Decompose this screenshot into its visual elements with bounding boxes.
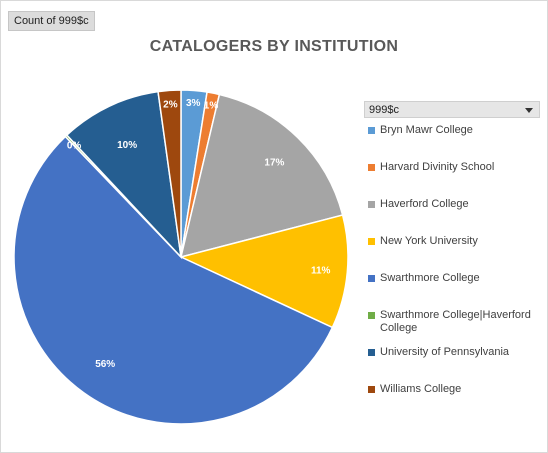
pie-data-label: 2%: [163, 100, 178, 111]
legend-label: Harvard Divinity School: [380, 161, 495, 173]
pie-data-label: 1%: [204, 101, 219, 112]
pie-slice[interactable]: [65, 90, 183, 260]
legend-swatch: [368, 386, 375, 393]
legend-item[interactable]: University of Pennsylvania: [368, 346, 548, 359]
pie-slice[interactable]: [157, 89, 182, 258]
pie-slice[interactable]: [178, 214, 349, 329]
pie-slices: [13, 89, 349, 425]
legend-label: New York University: [380, 235, 478, 247]
legend-swatch: [368, 201, 375, 208]
legend-item[interactable]: New York University: [368, 235, 548, 248]
legend-filter-dropdown[interactable]: 999$c: [364, 101, 540, 118]
legend-swatch: [368, 312, 375, 319]
legend-swatch: [368, 238, 375, 245]
pie-slice[interactable]: [13, 135, 334, 425]
chevron-down-icon[interactable]: [525, 108, 533, 113]
legend-item[interactable]: Swarthmore College|Haverford College: [368, 309, 548, 335]
legend-swatch: [368, 275, 375, 282]
pie-labels: 3% 1% 17% 11% 56% 0% 10% 2%: [67, 98, 331, 370]
pie-data-label: 56%: [95, 359, 115, 370]
pie-data-label: 3%: [186, 98, 201, 109]
legend-swatch: [368, 349, 375, 356]
pie-slice[interactable]: [179, 93, 344, 259]
legend-item[interactable]: Williams College: [368, 383, 548, 396]
legend-label: Bryn Mawr College: [380, 124, 473, 136]
pie-data-label: 11%: [311, 266, 331, 277]
legend-filter-label: 999$c: [369, 104, 399, 116]
legend-swatch: [368, 127, 375, 134]
legend-label: University of Pennsylvania: [380, 346, 510, 358]
legend-label: Haverford College: [380, 198, 469, 210]
legend-item[interactable]: Haverford College: [368, 198, 548, 211]
legend-item[interactable]: Harvard Divinity School: [368, 161, 548, 174]
legend-swatch: [368, 164, 375, 171]
legend-label: Swarthmore College|Haverford College: [380, 309, 531, 334]
legend-item[interactable]: Swarthmore College: [368, 272, 548, 285]
chart-title: CATALOGERS BY INSTITUTION: [149, 38, 399, 55]
pie-data-label: 0%: [67, 140, 82, 151]
legend-label: Williams College: [380, 383, 462, 395]
legend-item[interactable]: Bryn Mawr College: [368, 124, 548, 137]
pie-data-label: 10%: [117, 140, 137, 151]
pie-data-label: 17%: [264, 158, 284, 169]
value-field-button[interactable]: Count of 999$c: [8, 11, 95, 31]
legend-label: Swarthmore College: [380, 272, 480, 284]
